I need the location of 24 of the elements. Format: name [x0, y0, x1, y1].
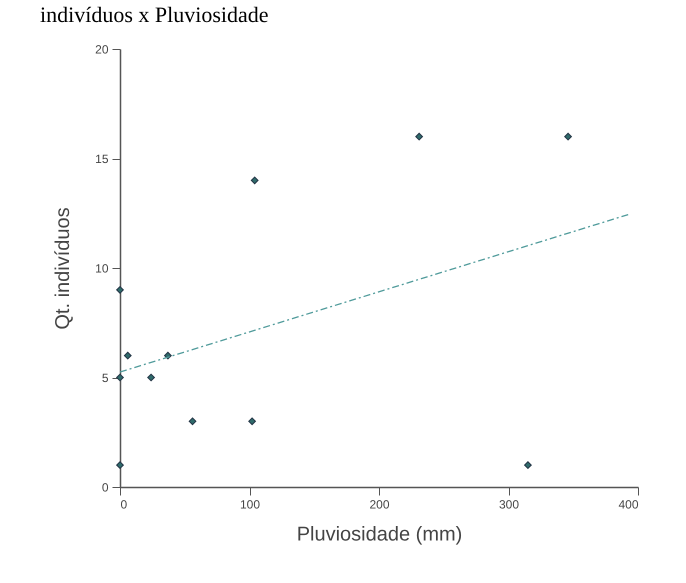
point — [415, 132, 423, 140]
point — [116, 461, 124, 469]
point — [524, 461, 532, 469]
x-tick-label: 400 — [618, 498, 639, 512]
y-tick-label: 20 — [95, 42, 109, 56]
chart-title: indivíduos x Pluviosidade — [40, 2, 269, 27]
point — [116, 374, 124, 382]
y-tick-label: 0 — [102, 480, 109, 494]
y-axis-title: Qt. indivíduos — [52, 207, 74, 330]
point — [188, 417, 196, 426]
point — [248, 417, 256, 426]
x-tick-label: 300 — [498, 498, 520, 512]
point — [564, 132, 572, 140]
y-tick-label: 5 — [102, 371, 109, 385]
y-tick-label: 10 — [95, 262, 109, 276]
x-tick-label: 100 — [240, 498, 260, 512]
point — [124, 352, 132, 360]
x-tick-label: 0 — [120, 498, 128, 512]
point — [147, 374, 155, 382]
y-tick-label: 15 — [95, 152, 109, 166]
x-tick-label: 200 — [369, 498, 390, 512]
point — [250, 176, 259, 184]
x-axis-title: Pluviosidade (mm) — [296, 524, 462, 546]
point — [116, 286, 124, 294]
